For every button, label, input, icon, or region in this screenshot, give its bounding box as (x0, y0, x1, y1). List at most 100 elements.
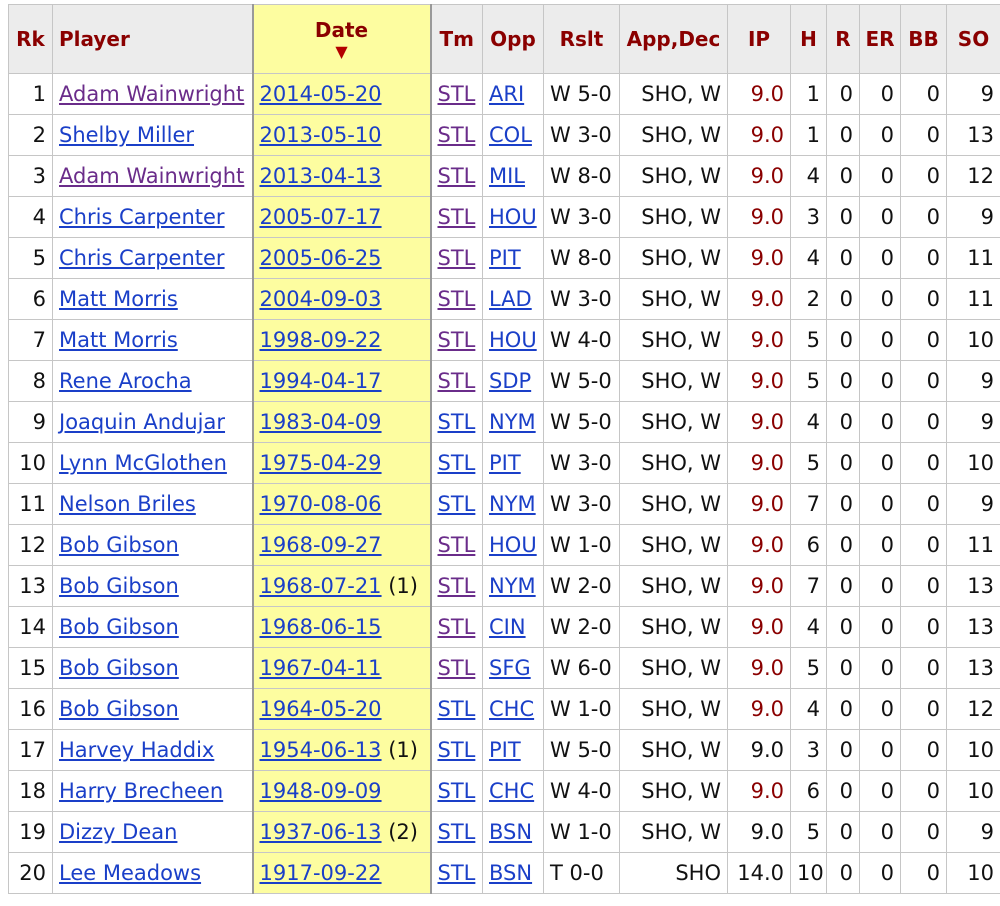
opponent-link[interactable]: NYM (489, 410, 536, 434)
date-link[interactable]: 1964-05-20 (259, 697, 382, 721)
team-link[interactable]: STL (437, 656, 476, 680)
player-link[interactable]: Chris Carpenter (59, 246, 225, 270)
team-link[interactable]: STL (437, 410, 476, 434)
player-link[interactable]: Bob Gibson (59, 533, 179, 557)
opponent-link[interactable]: ARI (489, 82, 525, 106)
player-link[interactable]: Nelson Briles (59, 492, 196, 516)
team-link[interactable]: STL (437, 328, 476, 352)
team-link[interactable]: STL (437, 738, 476, 762)
date-link[interactable]: 1917-09-22 (259, 861, 382, 885)
opponent-link[interactable]: BSN (489, 820, 533, 844)
player-link[interactable]: Joaquin Andujar (59, 410, 226, 434)
date-link[interactable]: 2004-09-03 (259, 287, 382, 311)
team-link[interactable]: STL (437, 697, 476, 721)
col-header-date[interactable]: Date ▼ (251, 4, 432, 74)
date-link[interactable]: 1998-09-22 (259, 328, 382, 352)
player-link[interactable]: Lynn McGlothen (59, 451, 227, 475)
player-link[interactable]: Adam Wainwright (59, 82, 245, 106)
date-link[interactable]: 2013-04-13 (259, 164, 382, 188)
opponent-link[interactable]: PIT (489, 738, 521, 762)
date-link[interactable]: 2013-05-10 (259, 123, 382, 147)
date-link[interactable]: 1967-04-11 (259, 656, 382, 680)
team-link[interactable]: STL (437, 287, 476, 311)
col-header-app-dec[interactable]: App,Dec (619, 4, 728, 74)
opponent-link[interactable]: HOU (489, 205, 537, 229)
team-link[interactable]: STL (437, 533, 476, 557)
earned-runs-cell: 0 (859, 442, 901, 484)
date-link[interactable]: 2014-05-20 (259, 82, 382, 106)
strikeouts-cell: 9 (946, 811, 1000, 853)
player-link[interactable]: Bob Gibson (59, 615, 179, 639)
date-link[interactable]: 2005-07-17 (259, 205, 382, 229)
col-header-ip[interactable]: IP (727, 4, 791, 74)
team-link[interactable]: STL (437, 615, 476, 639)
col-header-team[interactable]: Tm (430, 4, 483, 74)
opponent-link[interactable]: BSN (489, 861, 533, 885)
player-cell: Bob Gibson (52, 565, 253, 607)
date-link[interactable]: 1968-07-21 (259, 574, 382, 598)
opponent-link[interactable]: CHC (489, 697, 535, 721)
opponent-link[interactable]: CHC (489, 779, 535, 803)
opponent-link[interactable]: SFG (489, 656, 531, 680)
col-header-earned-runs[interactable]: ER (859, 4, 901, 74)
player-link[interactable]: Harvey Haddix (59, 738, 215, 762)
opponent-link[interactable]: HOU (489, 533, 537, 557)
player-link[interactable]: Adam Wainwright (59, 164, 245, 188)
player-link[interactable]: Bob Gibson (59, 697, 179, 721)
player-link[interactable]: Harry Brecheen (59, 779, 224, 803)
opponent-link[interactable]: CIN (489, 615, 526, 639)
player-link[interactable]: Chris Carpenter (59, 205, 225, 229)
col-header-strikeouts[interactable]: SO (946, 4, 1000, 74)
col-header-runs[interactable]: R (826, 4, 860, 74)
team-link[interactable]: STL (437, 779, 476, 803)
team-link[interactable]: STL (437, 246, 476, 270)
date-link[interactable]: 1954-06-13 (259, 738, 382, 762)
opponent-link[interactable]: SDP (489, 369, 532, 393)
date-link[interactable]: 2005-06-25 (259, 246, 382, 270)
date-link[interactable]: 1994-04-17 (259, 369, 382, 393)
opponent-link[interactable]: NYM (489, 574, 536, 598)
col-header-rank[interactable]: Rk (8, 4, 53, 74)
team-link[interactable]: STL (437, 369, 476, 393)
earned-runs-cell: 0 (859, 606, 901, 648)
col-header-hits[interactable]: H (790, 4, 827, 74)
date-link[interactable]: 1968-06-15 (259, 615, 382, 639)
player-link[interactable]: Bob Gibson (59, 574, 179, 598)
team-link[interactable]: STL (437, 451, 476, 475)
player-link[interactable]: Matt Morris (59, 328, 178, 352)
date-link[interactable]: 1970-08-06 (259, 492, 382, 516)
date-link[interactable]: 1983-04-09 (259, 410, 382, 434)
team-link[interactable]: STL (437, 82, 476, 106)
team-link[interactable]: STL (437, 492, 476, 516)
player-link[interactable]: Rene Arocha (59, 369, 192, 393)
result-cell: W 3-0 (543, 114, 620, 156)
date-link[interactable]: 1937-06-13 (259, 820, 382, 844)
player-link[interactable]: Matt Morris (59, 287, 178, 311)
opponent-link[interactable]: NYM (489, 492, 536, 516)
opponent-link[interactable]: MIL (489, 164, 526, 188)
team-link[interactable]: STL (437, 861, 476, 885)
opponent-link[interactable]: PIT (489, 451, 521, 475)
player-link[interactable]: Dizzy Dean (59, 820, 178, 844)
opponent-link[interactable]: PIT (489, 246, 521, 270)
player-link[interactable]: Lee Meadows (59, 861, 202, 885)
col-header-player[interactable]: Player (52, 4, 253, 74)
opponent-link[interactable]: HOU (489, 328, 537, 352)
player-link[interactable]: Shelby Miller (59, 123, 195, 147)
team-link[interactable]: STL (437, 123, 476, 147)
date-link[interactable]: 1948-09-09 (259, 779, 382, 803)
team-link[interactable]: STL (437, 205, 476, 229)
date-link[interactable]: 1968-09-27 (259, 533, 382, 557)
team-link[interactable]: STL (437, 820, 476, 844)
col-header-opponent[interactable]: Opp (482, 4, 544, 74)
col-header-result[interactable]: Rslt (543, 4, 620, 74)
player-link[interactable]: Bob Gibson (59, 656, 179, 680)
team-link[interactable]: STL (437, 574, 476, 598)
opponent-link[interactable]: LAD (489, 287, 532, 311)
col-header-walks[interactable]: BB (900, 4, 947, 74)
date-link[interactable]: 1975-04-29 (259, 451, 382, 475)
team-link[interactable]: STL (437, 164, 476, 188)
opponent-link[interactable]: COL (489, 123, 532, 147)
strikeouts-cell: 13 (946, 647, 1000, 689)
